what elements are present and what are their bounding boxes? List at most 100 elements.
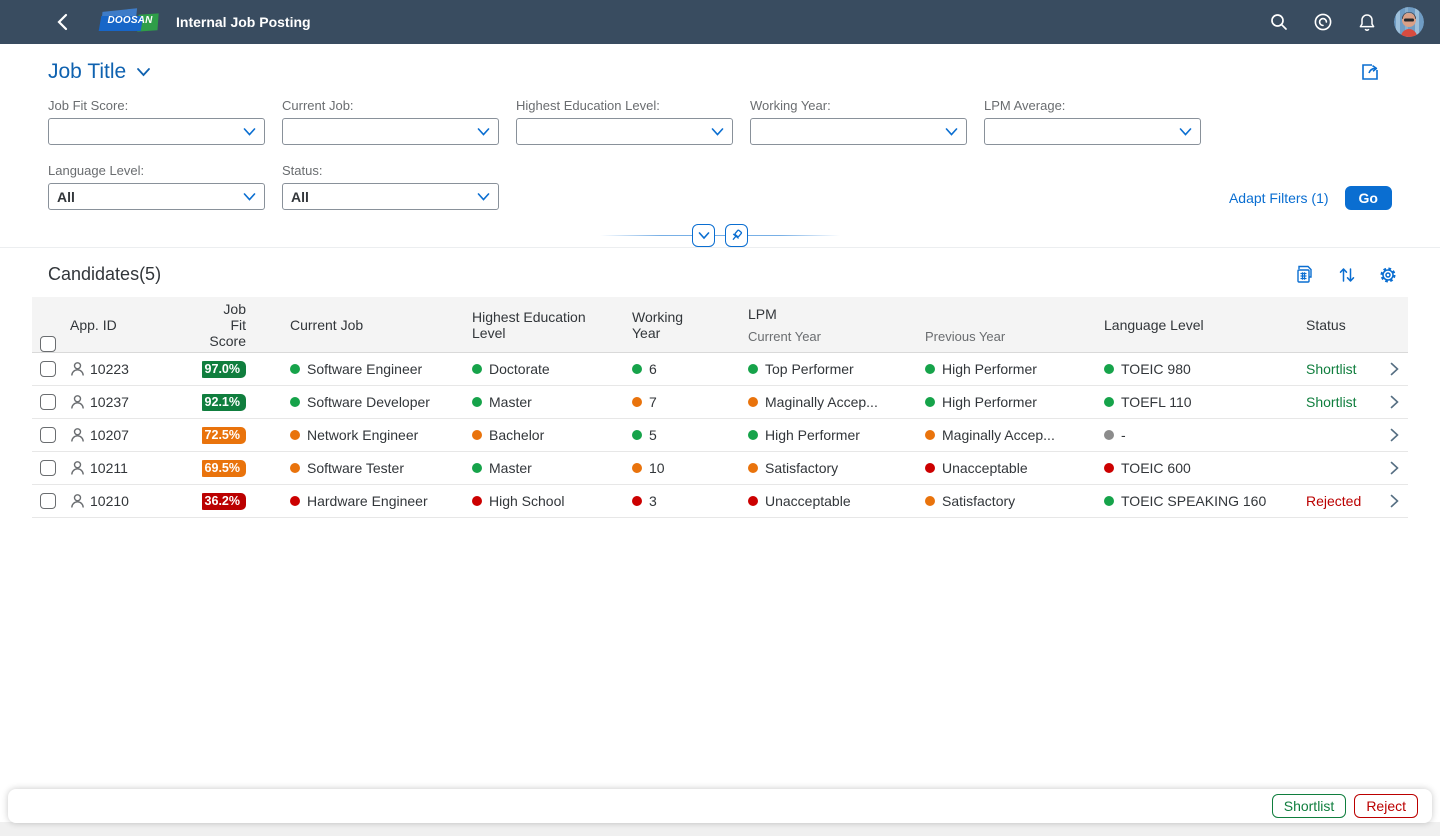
cell-app-id: 10223: [62, 361, 202, 377]
filter-status: Status: All: [282, 163, 499, 210]
person-icon: [70, 361, 85, 377]
status-dot: [632, 496, 642, 506]
filter-collapse-bar: [0, 224, 1440, 248]
column-header-current-job[interactable]: Current Job: [290, 316, 364, 333]
select-all-checkbox[interactable]: [40, 336, 56, 352]
table-row[interactable]: 10210 36.2% Hardware Engineer High Schoo…: [32, 485, 1408, 518]
share-icon[interactable]: [1356, 58, 1384, 86]
cell-education: High School: [464, 493, 624, 509]
export-to-spreadsheet-icon[interactable]: [1295, 264, 1316, 285]
go-button[interactable]: Go: [1344, 186, 1392, 210]
status-dot: [925, 397, 935, 407]
column-header-app-id[interactable]: App. ID: [70, 316, 117, 333]
cell-lpm-previous: High Performer: [917, 394, 1096, 410]
collapse-divider: [600, 235, 840, 236]
status-dot: [472, 430, 482, 440]
filter-label: Working Year:: [750, 98, 831, 113]
status-dot: [632, 364, 642, 374]
back-button[interactable]: [46, 6, 78, 38]
status-dot: [472, 364, 482, 374]
row-checkbox[interactable]: [40, 460, 56, 476]
cell-language: TOEIC 980: [1096, 361, 1298, 377]
working-year-select[interactable]: [750, 118, 967, 145]
row-checkbox[interactable]: [40, 394, 56, 410]
shortlist-button[interactable]: Shortlist: [1271, 794, 1347, 818]
column-header-language[interactable]: Language Level: [1104, 316, 1204, 333]
row-navigation-chevron[interactable]: [1380, 494, 1408, 508]
column-header-status[interactable]: Status: [1306, 316, 1346, 333]
row-appid: 10211: [90, 460, 128, 476]
status-dot: [632, 397, 642, 407]
column-header-lpm-previous[interactable]: Previous Year: [925, 328, 1006, 344]
lpm-average-select[interactable]: [984, 118, 1201, 145]
column-header-lpm-current[interactable]: LPM Current Year: [748, 305, 821, 344]
chevron-down-icon: [698, 231, 709, 239]
notifications-bell-icon[interactable]: [1350, 5, 1384, 39]
chevron-down-icon: [945, 127, 958, 136]
status-dot: [632, 463, 642, 473]
job-fit-badge: 69.5%: [202, 459, 246, 477]
row-checkbox[interactable]: [40, 427, 56, 443]
status-dot: [748, 463, 758, 473]
cell-lpm-previous: Unacceptable: [917, 460, 1096, 476]
status-dot: [1104, 463, 1114, 473]
cell-job-fit-score: 72.5%: [202, 426, 282, 444]
cell-lpm-current: Maginally Accep...: [740, 394, 917, 410]
collapse-header-button[interactable]: [692, 224, 715, 247]
status-select[interactable]: All: [282, 183, 499, 210]
status-dot: [925, 430, 935, 440]
chevron-down-icon: [243, 192, 256, 201]
education-level-select[interactable]: [516, 118, 733, 145]
adapt-filters-link[interactable]: Adapt Filters (1): [1228, 190, 1329, 206]
pin-header-button[interactable]: [725, 224, 748, 247]
row-navigation-chevron[interactable]: [1380, 362, 1408, 376]
table-row[interactable]: 10237 92.1% Software Developer Master 7 …: [32, 386, 1408, 419]
copilot-icon[interactable]: [1306, 5, 1340, 39]
filter-language-level: Language Level: All: [48, 163, 265, 210]
filter-education-level: Highest Education Level:: [516, 98, 733, 145]
table-row[interactable]: 10211 69.5% Software Tester Master 10 Sa…: [32, 452, 1408, 485]
status-dot: [632, 430, 642, 440]
column-header-education[interactable]: Highest Education Level: [472, 308, 586, 341]
cell-language: TOEIC 600: [1096, 460, 1298, 476]
column-header-job-fit-score[interactable]: Job Fit Score: [209, 300, 246, 349]
settings-gear-icon[interactable]: [1378, 265, 1398, 285]
status-dot: [1104, 430, 1114, 440]
job-fit-score-select[interactable]: [48, 118, 265, 145]
cell-app-id: 10211: [62, 460, 202, 476]
user-avatar[interactable]: [1394, 7, 1424, 37]
cell-working-year: 5: [624, 427, 740, 443]
chevron-down-icon: [477, 127, 490, 136]
variant-selector[interactable]: Job Title: [48, 60, 151, 84]
row-navigation-chevron[interactable]: [1380, 428, 1408, 442]
reject-button[interactable]: Reject: [1354, 794, 1418, 818]
job-fit-badge: 97.0%: [202, 360, 246, 378]
row-navigation-chevron[interactable]: [1380, 395, 1408, 409]
search-icon[interactable]: [1262, 5, 1296, 39]
cell-lpm-previous: Satisfactory: [917, 493, 1096, 509]
sort-icon[interactable]: [1338, 265, 1356, 285]
chevron-right-icon: [1390, 395, 1399, 409]
status-dot: [290, 430, 300, 440]
row-appid: 10237: [90, 394, 129, 410]
table-row[interactable]: 10207 72.5% Network Engineer Bachelor 5 …: [32, 419, 1408, 452]
table-row[interactable]: 10223 97.0% Software Engineer Doctorate …: [32, 353, 1408, 386]
status-dot: [472, 397, 482, 407]
chevron-right-icon: [1390, 362, 1399, 376]
doosan-logo[interactable]: DOOSAN: [98, 8, 159, 34]
cell-language: TOEIC SPEAKING 160: [1096, 493, 1298, 509]
status-dot: [925, 463, 935, 473]
table-body: 10223 97.0% Software Engineer Doctorate …: [32, 353, 1408, 518]
cell-language: -: [1096, 427, 1298, 443]
language-level-select[interactable]: All: [48, 183, 265, 210]
chevron-down-icon: [137, 68, 151, 77]
chevron-down-icon: [243, 127, 256, 136]
status-dot: [290, 364, 300, 374]
current-job-select[interactable]: [282, 118, 499, 145]
column-header-working-year[interactable]: Working Year: [632, 308, 684, 341]
row-checkbox[interactable]: [40, 361, 56, 377]
row-checkbox[interactable]: [40, 493, 56, 509]
cell-job-fit-score: 36.2%: [202, 492, 282, 510]
row-navigation-chevron[interactable]: [1380, 461, 1408, 475]
cell-current-job: Software Tester: [282, 460, 464, 476]
